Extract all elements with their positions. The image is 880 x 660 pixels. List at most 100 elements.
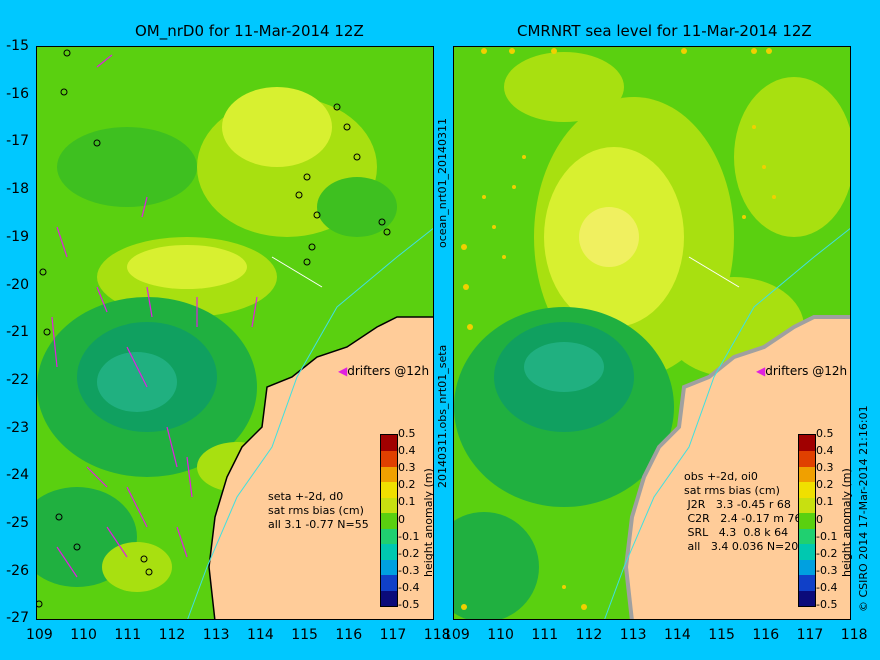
x-tick-label: 114 (247, 627, 274, 643)
colorbar-tick-label: -0.3 (816, 563, 838, 577)
colorbar-swatch (381, 450, 397, 467)
x-tick-label: 109 (443, 627, 470, 643)
y-tick-label: -20 (6, 276, 29, 293)
colorbar-tick-label: 0.1 (816, 495, 834, 509)
y-tick-label: -26 (6, 562, 29, 579)
colorbar-tick-label: 0.1 (398, 495, 416, 509)
colorbar-swatch (381, 559, 397, 576)
y-tick-label: -17 (6, 133, 29, 150)
left-colorbar (380, 434, 398, 607)
colorbar-tick-label: -0.5 (398, 598, 420, 611)
x-tick-label: 114 (664, 627, 691, 643)
colorbar-tick-label: 0.2 (398, 478, 416, 492)
colorbar-tick-label: 0.3 (816, 461, 834, 475)
colorbar-tick-label: 0.2 (816, 478, 834, 492)
x-tick-label: 118 (423, 627, 451, 643)
left-map-panel (36, 46, 434, 620)
y-tick-label: -19 (6, 228, 29, 245)
stats-line: all 3.1 -0.77 N=55 (268, 518, 369, 531)
x-tick-label: 112 (158, 627, 186, 643)
stats-line: SRL 4.3 0.8 k 64 (684, 526, 789, 539)
x-tick-label: 113 (202, 627, 230, 643)
colorbar-swatch (381, 512, 397, 529)
colorbar-tick-label: -0.1 (816, 529, 838, 543)
y-tick-label: -18 (6, 181, 29, 198)
y-tick-label: -16 (6, 85, 29, 102)
y-tick-label: -23 (6, 419, 29, 436)
colorbar-tick-label: -0.3 (398, 563, 420, 577)
colorbar-swatch (381, 590, 397, 607)
y-tick-label: -27 (6, 610, 29, 627)
stats-line: all 3.4 0.036 N=208 (684, 540, 806, 553)
colorbar-tick-label: 0.5 (398, 427, 416, 440)
x-tick-label: 110 (70, 627, 97, 643)
x-tick-label: 109 (26, 627, 53, 643)
x-tick-label: 115 (708, 627, 735, 643)
colorbar-swatch (799, 543, 815, 560)
y-tick-label: -25 (6, 515, 29, 531)
colorbar-swatch (381, 435, 397, 452)
right-stats-block: obs +-2d, oi0 sat rms bias (cm) J2R 3.3 -… (684, 470, 805, 554)
side-label-bottom: 20140311.obs_nrt01_seta (436, 344, 449, 488)
colorbar-swatch (381, 543, 397, 560)
colorbar-tick-label: 0.4 (816, 444, 834, 458)
y-tick-label: -22 (6, 371, 29, 388)
colorbar-tick-label: 0.5 (816, 427, 834, 440)
stats-line: obs +-2d, oi0 (684, 470, 758, 483)
y-tick-label: -15 (6, 38, 29, 54)
colorbar-swatch (799, 435, 815, 452)
side-label-top: ocean_nrt01_20140311 (436, 117, 449, 248)
colorbar-tick-label: -0.5 (816, 598, 838, 611)
right-map-graphic (454, 47, 850, 619)
colorbar-tick-label: -0.4 (398, 580, 420, 594)
x-tick-label: 115 (291, 627, 318, 643)
colorbar-tick-label: -0.4 (816, 580, 838, 594)
stats-line: J2R 3.3 -0.45 r 68 (684, 498, 791, 511)
right-drifters-label: ◀drifters @12h (756, 364, 848, 378)
colorbar-tick-label: 0.3 (398, 461, 416, 475)
stats-line: sat rms bias (cm) (268, 504, 364, 517)
left-colorbar-label: height anomaly (m) (422, 468, 435, 577)
drifter-arrow-icon: ◀ (756, 364, 766, 378)
x-tick-label: 111 (531, 627, 559, 643)
x-tick-label: 116 (335, 627, 363, 643)
right-colorbar-label: height anomaly (m) (840, 468, 853, 577)
x-tick-label: 111 (114, 627, 142, 643)
copyright-label: © CSIRO 2014 17-Mar-2014 21:16:01 (857, 405, 870, 612)
colorbar-swatch (799, 528, 815, 545)
colorbar-swatch (799, 481, 815, 498)
colorbar-swatch (381, 528, 397, 545)
colorbar-swatch (381, 481, 397, 498)
right-colorbar (798, 434, 816, 607)
x-tick-label: 110 (487, 627, 514, 643)
colorbar-swatch (799, 574, 815, 591)
left-panel-title: OM_nrD0 for 11-Mar-2014 12Z (135, 22, 364, 40)
left-stats-block: seta +-2d, d0 sat rms bias (cm) all 3.1 -0… (268, 490, 369, 532)
colorbar-swatch (799, 450, 815, 467)
x-tick-label: 116 (752, 627, 780, 643)
colorbar-swatch (799, 590, 815, 607)
colorbar-tick-label: -0.1 (398, 529, 420, 543)
stats-line: seta +-2d, d0 (268, 490, 344, 503)
y-tick-label: -21 (6, 324, 29, 341)
colorbar-tick-label: 0 (398, 512, 405, 526)
colorbar-swatch (799, 497, 815, 514)
stats-line: C2R 2.4 -0.17 m 76 (684, 512, 802, 525)
colorbar-swatch (381, 466, 397, 483)
x-tick-label: 117 (379, 627, 407, 643)
stats-line: sat rms bias (cm) (684, 484, 780, 497)
y-tick-label: -24 (6, 467, 29, 484)
colorbar-swatch (381, 497, 397, 514)
right-panel-title: CMRNRT sea level for 11-Mar-2014 12Z (517, 22, 812, 40)
colorbar-swatch (799, 559, 815, 576)
colorbar-tick-label: -0.2 (398, 546, 420, 560)
colorbar-tick-label: 0 (816, 512, 823, 526)
colorbar-swatch (381, 574, 397, 591)
left-map-graphic (37, 47, 433, 619)
left-drifters-label: ◀drifters @12h (338, 364, 430, 378)
colorbar-swatch (799, 466, 815, 483)
x-tick-label: 112 (575, 627, 603, 643)
colorbar-tick-label: -0.2 (816, 546, 838, 560)
x-tick-label: 113 (619, 627, 647, 643)
x-tick-label: 118 (840, 627, 868, 643)
